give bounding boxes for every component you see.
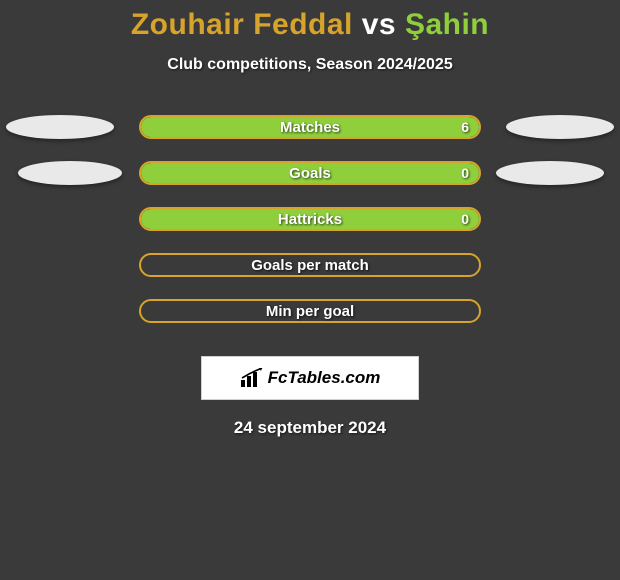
stat-bar: Matches6 xyxy=(139,115,481,139)
stat-value: 0 xyxy=(461,211,469,227)
subtitle: Club competitions, Season 2024/2025 xyxy=(0,56,620,74)
logo-chart-icon xyxy=(240,368,266,388)
stat-label: Hattricks xyxy=(141,211,479,228)
player1-ellipse xyxy=(6,115,114,139)
stat-bar: Goals0 xyxy=(139,161,481,185)
chart-row: Matches6 xyxy=(0,104,620,150)
player1-ellipse xyxy=(18,161,122,185)
comparison-chart: Matches6Goals0Hattricks0Goals per matchM… xyxy=(0,104,620,334)
title-player2: Şahin xyxy=(405,8,489,41)
title-player1: Zouhair Feddal xyxy=(131,8,353,41)
logo: FcTables.com xyxy=(240,368,381,388)
player2-ellipse xyxy=(496,161,604,185)
stat-label: Matches xyxy=(141,119,479,136)
chart-row: Goals0 xyxy=(0,150,620,196)
date-line: 24 september 2024 xyxy=(0,418,620,438)
stat-value: 0 xyxy=(461,165,469,181)
stat-bar: Hattricks0 xyxy=(139,207,481,231)
chart-row: Min per goal xyxy=(0,288,620,334)
chart-row: Hattricks0 xyxy=(0,196,620,242)
chart-row: Goals per match xyxy=(0,242,620,288)
stat-bar: Goals per match xyxy=(139,253,481,277)
stat-bar: Min per goal xyxy=(139,299,481,323)
stat-label: Goals per match xyxy=(141,257,479,274)
logo-box: FcTables.com xyxy=(201,356,419,400)
stat-label: Min per goal xyxy=(141,303,479,320)
title-vs: vs xyxy=(362,8,396,41)
logo-text: FcTables.com xyxy=(268,368,381,388)
stat-value: 6 xyxy=(461,119,469,135)
player2-ellipse xyxy=(506,115,614,139)
page-title: Zouhair Feddal vs Şahin xyxy=(0,0,620,42)
stat-label: Goals xyxy=(141,165,479,182)
